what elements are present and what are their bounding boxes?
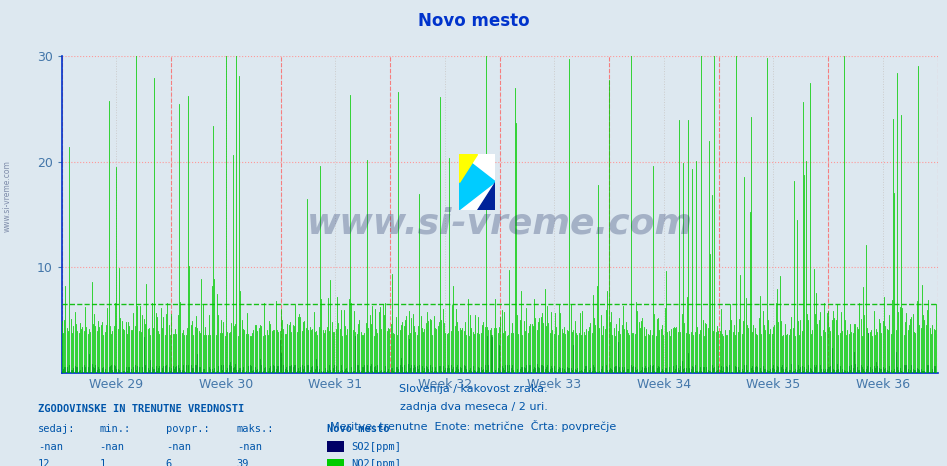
Text: -nan: -nan <box>237 442 261 452</box>
Text: -nan: -nan <box>166 442 190 452</box>
Text: 1: 1 <box>99 459 106 466</box>
Text: -nan: -nan <box>99 442 124 452</box>
Text: SO2[ppm]: SO2[ppm] <box>351 442 402 452</box>
Polygon shape <box>477 182 495 210</box>
Text: -nan: -nan <box>38 442 63 452</box>
Polygon shape <box>459 154 495 210</box>
Polygon shape <box>459 154 477 182</box>
Text: Novo mesto: Novo mesto <box>327 424 389 434</box>
Text: maks.:: maks.: <box>237 424 275 434</box>
Text: 6: 6 <box>166 459 172 466</box>
Text: min.:: min.: <box>99 424 131 434</box>
Text: NO2[ppm]: NO2[ppm] <box>351 459 402 466</box>
Text: zadnja dva meseca / 2 uri.: zadnja dva meseca / 2 uri. <box>400 402 547 412</box>
Text: ZGODOVINSKE IN TRENUTNE VREDNOSTI: ZGODOVINSKE IN TRENUTNE VREDNOSTI <box>38 404 244 414</box>
Text: www.si-vreme.com: www.si-vreme.com <box>307 207 692 241</box>
Text: 12: 12 <box>38 459 50 466</box>
Text: sedaj:: sedaj: <box>38 424 76 434</box>
Text: povpr.:: povpr.: <box>166 424 209 434</box>
Text: Novo mesto: Novo mesto <box>418 12 529 30</box>
Text: www.si-vreme.com: www.si-vreme.com <box>3 160 12 232</box>
Text: Meritve: trenutne  Enote: metrične  Črta: povprečje: Meritve: trenutne Enote: metrične Črta: … <box>331 420 616 432</box>
Text: 39: 39 <box>237 459 249 466</box>
Text: Slovenija / kakovost zraka.: Slovenija / kakovost zraka. <box>400 384 547 394</box>
